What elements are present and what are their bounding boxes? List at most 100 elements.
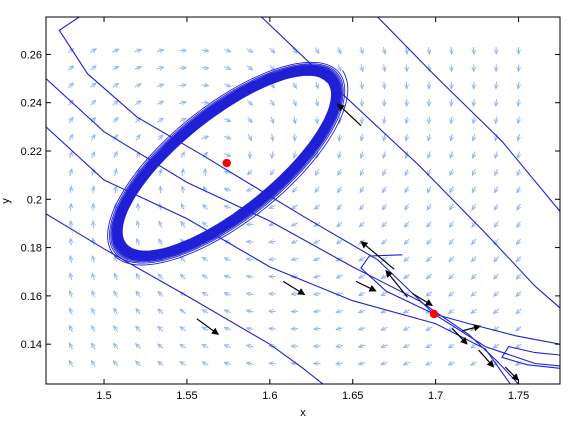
direction-arrows <box>196 103 520 381</box>
field-arrow <box>134 84 141 87</box>
field-arrow <box>92 256 94 263</box>
field-arrow <box>224 84 231 87</box>
field-arrow <box>91 291 95 298</box>
field-arrow <box>92 273 94 281</box>
direction-arrow <box>504 366 520 381</box>
field-arrow <box>358 345 366 347</box>
field-arrow <box>426 291 433 296</box>
equilibrium-point-saddle <box>429 309 439 319</box>
field-arrow <box>91 343 95 350</box>
x-tick-label: 1.7 <box>428 390 443 402</box>
field-arrow <box>516 326 522 330</box>
field-arrow <box>180 204 184 211</box>
field-arrow <box>360 186 364 193</box>
field-arrow <box>160 204 162 211</box>
field-arrow <box>426 362 433 366</box>
field-arrow <box>180 362 186 366</box>
field-arrow <box>90 66 96 70</box>
field-arrow <box>315 204 320 210</box>
trajectory-line <box>46 126 511 384</box>
field-arrow <box>472 168 475 175</box>
field-arrow <box>247 117 253 122</box>
trajectories <box>46 17 560 384</box>
field-arrow <box>428 116 429 124</box>
field-arrow <box>384 81 385 89</box>
direction-arrow <box>360 241 395 270</box>
field-arrow <box>112 117 118 124</box>
field-arrow <box>361 64 363 72</box>
field-arrow <box>180 309 186 314</box>
field-arrow <box>429 47 430 54</box>
field-arrow <box>403 345 411 348</box>
field-arrow <box>114 326 119 332</box>
field-arrow <box>291 241 299 243</box>
field-arrow <box>427 186 430 193</box>
field-arrow <box>70 291 72 298</box>
equilibria <box>222 158 439 319</box>
field-arrow <box>179 85 186 86</box>
x-axis-label: x <box>300 407 306 419</box>
field-arrow <box>69 152 73 159</box>
field-arrow <box>516 343 522 348</box>
field-arrow <box>337 204 343 209</box>
field-arrow <box>271 116 274 123</box>
field-arrow <box>67 66 74 71</box>
trajectory-line <box>46 213 324 384</box>
field-arrow <box>137 221 139 228</box>
field-arrow <box>406 64 407 71</box>
field-arrow <box>247 188 254 190</box>
field-arrow <box>451 133 453 141</box>
field-arrow <box>180 344 186 348</box>
field-arrow <box>67 49 74 53</box>
field-arrow <box>381 362 388 364</box>
field-arrow <box>359 310 366 313</box>
field-arrow <box>473 99 474 106</box>
field-arrow <box>426 344 433 347</box>
field-arrow <box>426 327 433 330</box>
field-arrow <box>247 345 254 347</box>
field-arrow <box>269 363 276 364</box>
field-arrow <box>316 99 318 106</box>
field-arrow <box>517 168 520 175</box>
field-arrow <box>138 204 139 211</box>
field-arrow <box>518 133 520 141</box>
field-arrow <box>246 242 254 243</box>
field-arrow <box>472 203 476 210</box>
field-arrow <box>156 50 164 51</box>
field-arrow <box>115 169 117 176</box>
field-arrow <box>381 256 388 261</box>
field-arrow <box>68 100 74 106</box>
field-arrow <box>339 133 340 141</box>
field-arrow <box>496 81 497 89</box>
field-arrow <box>471 256 477 262</box>
field-arrow <box>384 64 385 72</box>
field-arrow <box>427 238 432 244</box>
field-arrow <box>314 240 321 243</box>
field-arrow <box>381 345 388 347</box>
field-arrow <box>473 116 474 124</box>
field-arrow <box>91 326 95 332</box>
field-arrow <box>450 186 453 193</box>
field-arrow <box>292 223 299 226</box>
field-arrow <box>71 204 72 211</box>
field-arrow <box>136 361 141 367</box>
field-arrow <box>406 133 408 141</box>
field-arrow <box>449 221 454 228</box>
field-arrow <box>224 119 230 122</box>
field-arrow <box>269 328 276 329</box>
field-arrow <box>315 168 319 175</box>
field-arrow <box>134 50 142 52</box>
y-tick-label: 0.14 <box>21 339 42 351</box>
field-arrow <box>517 238 522 245</box>
x-tick-label: 1.55 <box>176 390 197 402</box>
field-arrow <box>292 204 298 209</box>
field-arrow <box>292 47 297 54</box>
field-arrow <box>404 168 408 175</box>
field-arrow <box>159 239 162 246</box>
field-arrow <box>269 241 276 242</box>
field-arrow <box>316 81 318 89</box>
field-arrow <box>494 273 499 279</box>
field-arrow <box>494 256 499 262</box>
field-arrow <box>451 116 452 124</box>
field-arrow <box>338 186 342 193</box>
